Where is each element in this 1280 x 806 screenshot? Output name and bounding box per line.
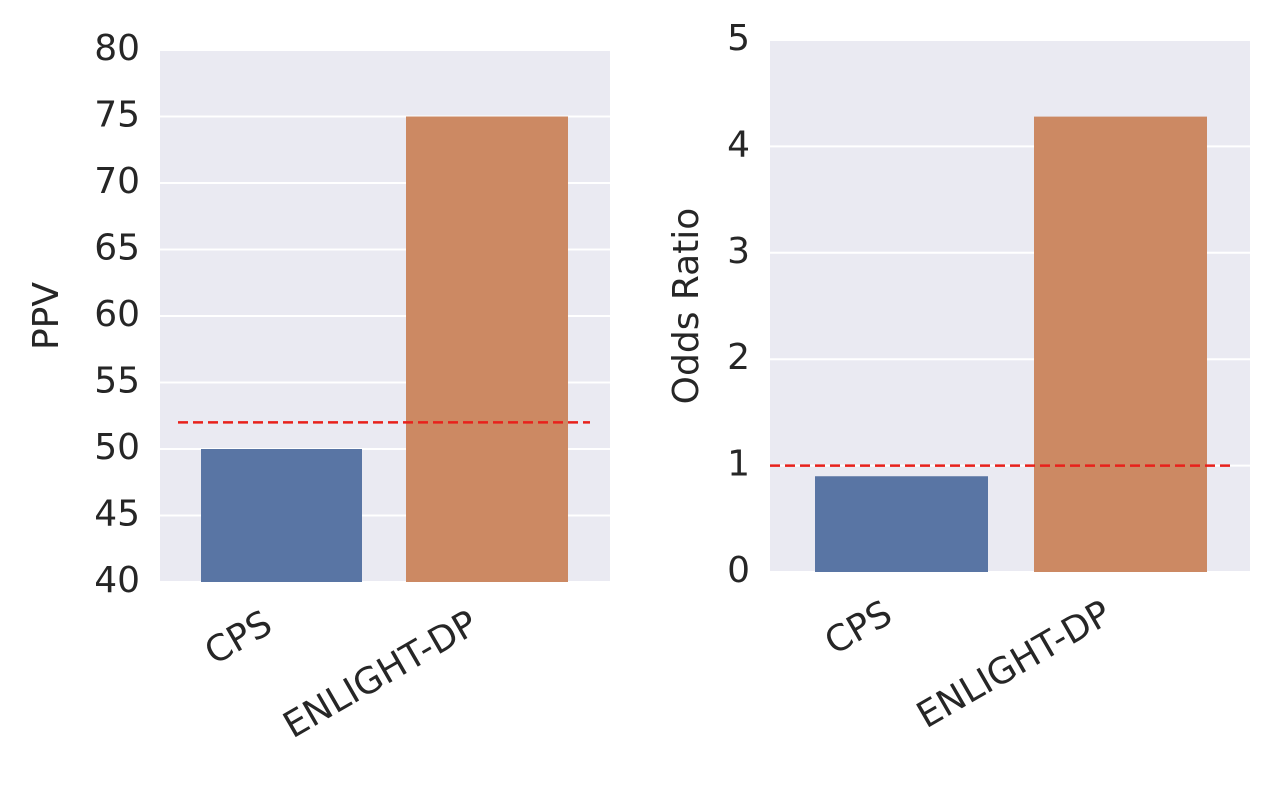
x-tick-label: CPS (818, 593, 899, 663)
bar (406, 116, 568, 582)
x-tick-label: ENLIGHT-DP (910, 593, 1118, 737)
x-tick-label: CPS (198, 603, 279, 673)
y-tick-label: 75 (94, 95, 140, 136)
y-tick-label: 1 (727, 444, 750, 485)
y-tick-label: 60 (94, 294, 140, 335)
y-tick-label: 4 (727, 124, 750, 165)
y-tick-label: 45 (94, 494, 140, 535)
y-tick-label: 50 (94, 427, 140, 468)
y-tick-label: 0 (727, 550, 750, 591)
y-tick-label: 65 (94, 228, 140, 269)
y-tick-label: 55 (94, 361, 140, 402)
bar (815, 476, 988, 572)
y-tick-label: 3 (727, 231, 750, 272)
bar (1034, 116, 1207, 572)
y-tick-label: 40 (94, 560, 140, 601)
y-tick-label: 5 (727, 18, 750, 59)
bar (201, 449, 362, 582)
y-axis-label: Odds Ratio (666, 208, 707, 405)
y-tick-label: 2 (727, 337, 750, 378)
x-tick-label: ENLIGHT-DP (277, 603, 485, 747)
y-axis-label: PPV (26, 282, 67, 350)
y-tick-label: 80 (94, 28, 140, 69)
y-tick-label: 70 (94, 161, 140, 202)
